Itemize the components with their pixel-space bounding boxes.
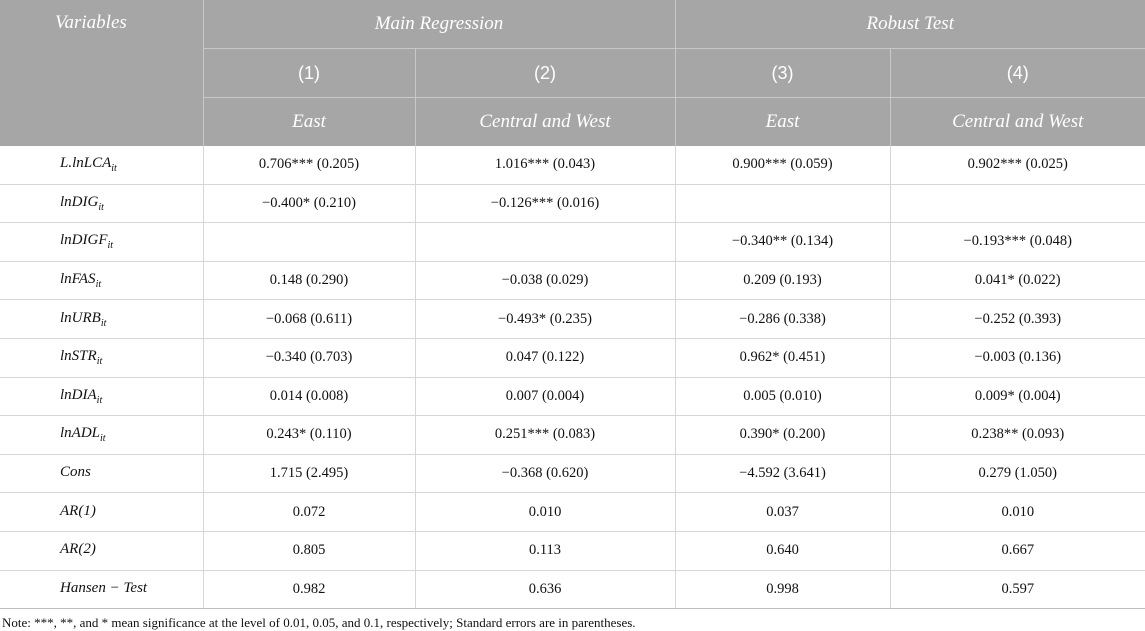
main-regression-header: Main Regression [202,0,675,49]
column-region-1: East [202,97,415,146]
variable-label: lnDIGit [0,184,203,224]
table-cell [414,222,675,262]
table-cell [202,222,415,262]
table-row: L.lnLCAit 0.706*** (0.205) 1.016*** (0.0… [0,146,1145,185]
table-row: lnFASit 0.148 (0.290) −0.038 (0.029) 0.2… [0,261,1145,301]
column-region-2: Central and West [414,97,675,146]
table-cell: 0.010 [414,492,675,532]
table-cell: 0.998 [674,570,890,610]
variable-label: AR(1) [0,492,203,532]
table-cell: −0.252 (0.393) [889,299,1145,339]
column-number-2: (2) [414,48,675,98]
table-cell: 0.982 [202,570,415,610]
table-row: lnDIAit 0.014 (0.008) 0.007 (0.004) 0.00… [0,377,1145,417]
table-cell: −0.038 (0.029) [414,261,675,301]
table-row: Hansen − Test 0.982 0.636 0.998 0.597 [0,570,1145,610]
table-row: lnADLit 0.243* (0.110) 0.251*** (0.083) … [0,415,1145,455]
column-number-4: (4) [889,48,1145,98]
table-cell: 0.597 [889,570,1145,610]
table-cell: 0.113 [414,531,675,571]
table-cell: 0.667 [889,531,1145,571]
table-cell: 0.009* (0.004) [889,377,1145,417]
table-cell: −0.368 (0.620) [414,454,675,494]
table-row: lnDIGit −0.400* (0.210) −0.126*** (0.016… [0,184,1145,224]
variable-label: lnDIAit [0,377,203,417]
table-cell: 0.148 (0.290) [202,261,415,301]
table-note: Note: ***, **, and * mean significance a… [2,615,636,631]
variable-label: lnFASit [0,261,203,301]
table-cell: −0.340** (0.134) [674,222,890,262]
table-row: lnDIGFit −0.340** (0.134) −0.193*** (0.0… [0,222,1145,262]
table-cell: 0.900*** (0.059) [674,146,890,185]
variable-label: lnSTRit [0,338,203,378]
table-cell: 0.243* (0.110) [202,415,415,455]
table-cell: −0.400* (0.210) [202,184,415,224]
table-cell: 0.014 (0.008) [202,377,415,417]
table-cell: 0.390* (0.200) [674,415,890,455]
table-cell: 0.640 [674,531,890,571]
table-cell: 0.005 (0.010) [674,377,890,417]
regression-table: Variables Main Regression Robust Test (1… [0,0,1145,610]
variable-label: AR(2) [0,531,203,571]
variable-label: lnADLit [0,415,203,455]
table-cell: −0.286 (0.338) [674,299,890,339]
table-cell: 0.279 (1.050) [889,454,1145,494]
table-cell: 0.706*** (0.205) [202,146,415,185]
table-cell: 0.047 (0.122) [414,338,675,378]
table-cell: 0.209 (0.193) [674,261,890,301]
table-cell: 0.636 [414,570,675,610]
table-row: AR(1) 0.072 0.010 0.037 0.010 [0,492,1145,532]
table-cell: 0.010 [889,492,1145,532]
table-cell: 1.016*** (0.043) [414,146,675,185]
column-region-4: Central and West [889,97,1145,146]
table-cell: 0.902*** (0.025) [889,146,1145,185]
table-cell: 0.007 (0.004) [414,377,675,417]
table-row: AR(2) 0.805 0.113 0.640 0.667 [0,531,1145,571]
variable-label: L.lnLCAit [0,146,203,185]
variables-header: Variables [0,0,203,146]
table-cell: −0.068 (0.611) [202,299,415,339]
column-region-3: East [674,97,890,146]
column-number-3: (3) [674,48,890,98]
table-cell: 0.037 [674,492,890,532]
table-cell: −4.592 (3.641) [674,454,890,494]
table-cell: 0.072 [202,492,415,532]
table-body: L.lnLCAit 0.706*** (0.205) 1.016*** (0.0… [0,146,1145,610]
column-number-1: (1) [202,48,415,98]
variable-label: Hansen − Test [0,570,203,610]
table-row: lnSTRit −0.340 (0.703) 0.047 (0.122) 0.9… [0,338,1145,378]
table-cell: 0.251*** (0.083) [414,415,675,455]
table-cell: 0.041* (0.022) [889,261,1145,301]
table-cell: 1.715 (2.495) [202,454,415,494]
table-cell: 0.238** (0.093) [889,415,1145,455]
table-cell: −0.340 (0.703) [202,338,415,378]
table-row: Cons 1.715 (2.495) −0.368 (0.620) −4.592… [0,454,1145,494]
table-cell [674,184,890,224]
robust-test-header: Robust Test [674,0,1145,49]
variable-label: Cons [0,454,203,494]
table-row: lnURBit −0.068 (0.611) −0.493* (0.235) −… [0,299,1145,339]
table-cell: −0.126*** (0.016) [414,184,675,224]
table-cell: 0.805 [202,531,415,571]
table-cell: 0.962* (0.451) [674,338,890,378]
table-cell: −0.003 (0.136) [889,338,1145,378]
variable-label: lnDIGFit [0,222,203,262]
table-cell: −0.193*** (0.048) [889,222,1145,262]
variable-label: lnURBit [0,299,203,339]
table-cell [889,184,1145,224]
table-cell: −0.493* (0.235) [414,299,675,339]
